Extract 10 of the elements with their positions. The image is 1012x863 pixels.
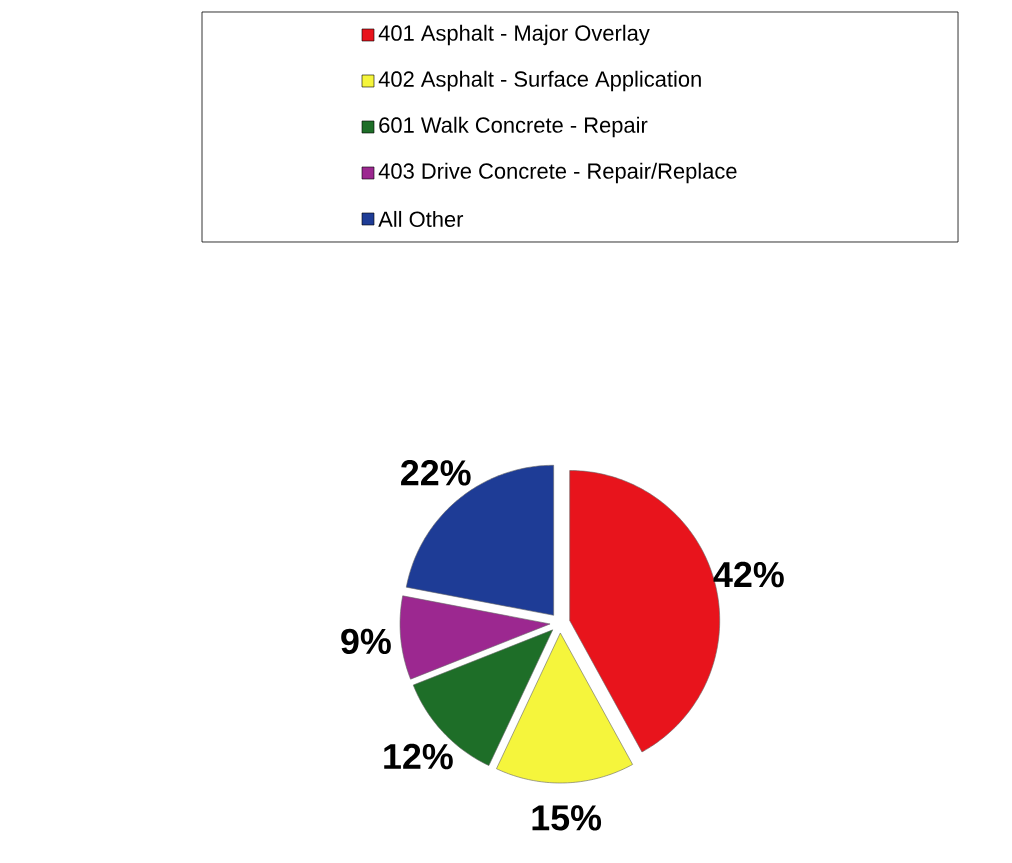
data-label: 22%: [401, 460, 471, 486]
legend-label: 402 Asphalt - Surface Application: [378, 70, 701, 92]
legend-label: 403 Drive Concrete - Repair/Replace: [378, 162, 737, 184]
legend-label: 401 Asphalt - Major Overlay: [378, 24, 650, 46]
data-label: 12%: [384, 743, 453, 770]
legend-label: 601 Walk Concrete - Repair: [379, 116, 648, 138]
data-label: 9%: [341, 628, 391, 655]
data-label: 15%: [532, 805, 602, 831]
legend-label: All Other: [378, 210, 464, 228]
data-label: 42%: [713, 561, 784, 588]
